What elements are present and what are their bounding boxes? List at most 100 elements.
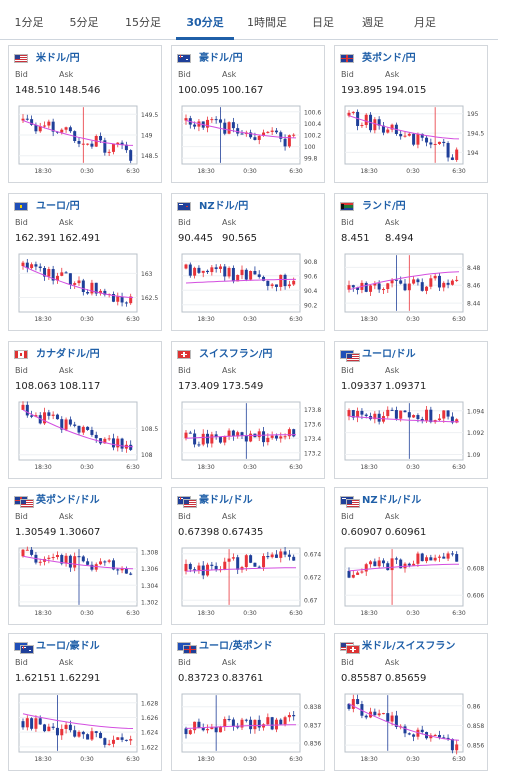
tab-6[interactable]: 日足 (312, 16, 334, 29)
rate-card[interactable]: カナダドル/円 Bid Ask 108.063 108.117 108 108.5 18:30… (8, 341, 162, 479)
pair-name[interactable]: ユーロ/円 (36, 201, 80, 212)
rate-card[interactable]: スイスフラン/円 Bid Ask 173.409 173.549 173.2 173.4 17… (171, 341, 325, 479)
rate-card[interactable]: 豪ドル/ドル Bid Ask 0.67398 0.67435 0.67 0.672 0.674… (171, 487, 325, 625)
candle-body (81, 143, 85, 145)
x-tick-label: 18:30 (360, 316, 377, 323)
x-tick-label: 6:30 (452, 464, 466, 471)
mini-chart[interactable]: 0.67 0.672 0.674 18:30 0:30 6:30 (172, 544, 326, 626)
candle-body (90, 282, 94, 294)
rate-card[interactable]: NZドル/円 Bid Ask 90.445 90.565 90.2 90.4 90.6 90.8… (171, 193, 325, 331)
rate-card[interactable]: ユーロ/英ポンド Bid Ask 0.83723 0.83761 0.836 0.837 0.… (171, 633, 325, 771)
candle-body (38, 561, 42, 563)
candlestick-chart: 0.606 0.608 18:30 0:30 6:30 (344, 547, 484, 617)
pair-name[interactable]: 豪ドル/ドル (199, 495, 253, 506)
mini-chart[interactable]: 148.5 149 149.5 18:30 0:30 6:30 (9, 102, 163, 184)
candle-body (103, 290, 107, 295)
moving-average-line (22, 265, 134, 298)
rate-card[interactable]: ユーロ/ドル Bid Ask 1.09337 1.09371 1.09 1.092 1.094… (334, 341, 488, 479)
rate-card[interactable]: 米ドル/円 Bid Ask 148.510 148.546 148.5 149 149.5 18… (8, 45, 162, 183)
candle-body (99, 438, 103, 444)
mini-chart[interactable]: 108 108.5 18:30 0:30 6:30 (9, 398, 163, 480)
candle-body (129, 573, 133, 575)
candle-body (390, 715, 394, 722)
candle-body (77, 425, 81, 433)
rate-card[interactable]: 英ポンド/ドル Bid Ask 1.30549 1.30607 1.302 1.304 1.3… (8, 487, 162, 625)
candle-body (437, 418, 441, 421)
candle-body (429, 142, 433, 145)
candle-body (73, 424, 77, 426)
rate-card[interactable]: ユーロ/豪ドル Bid Ask 1.62151 1.62291 1.622 1.624 1.6… (8, 633, 162, 771)
candle-body (283, 436, 287, 438)
candle-body (253, 719, 257, 730)
y-tick-label: 1.306 (141, 566, 158, 573)
pair-name[interactable]: 豪ドル/円 (199, 53, 243, 64)
rate-card[interactable]: NZドル/ドル Bid Ask 0.60907 0.60961 0.606 0.608 18:… (334, 487, 488, 625)
pair-name[interactable]: ユーロ/英ポンド (199, 641, 273, 652)
mini-chart[interactable]: 8.44 8.46 8.48 18:30 0:30 6:30 (335, 250, 489, 332)
candle-body (94, 434, 98, 439)
tab-7[interactable]: 週足 (362, 16, 384, 29)
rate-card[interactable]: 英ポンド/円 Bid Ask 193.895 194.015 194 194.5 195 18:… (334, 45, 488, 183)
pair-name[interactable]: ユーロ/ドル (362, 349, 416, 360)
x-tick-label: 0:30 (243, 464, 257, 471)
rate-card[interactable]: ユーロ/円 Bid Ask 162.391 162.491 162.5 163 18:30 0:… (8, 193, 162, 331)
mini-chart[interactable]: 162.5 163 18:30 0:30 6:30 (9, 250, 163, 332)
candle-body (399, 133, 403, 137)
ask-value: 0.83761 (222, 673, 264, 684)
nz-flag-part (177, 202, 191, 211)
pair-name[interactable]: 英ポンド/ドル (36, 495, 100, 506)
x-tick-label: 0:30 (243, 316, 257, 323)
mini-chart[interactable]: 0.836 0.837 0.838 18:30 0:30 6:30 (172, 690, 326, 772)
mini-chart[interactable]: 90.2 90.4 90.6 90.8 18:30 0:30 6:30 (172, 250, 326, 332)
pair-name[interactable]: 英ポンド/円 (362, 53, 416, 64)
bid-label: Bid (341, 512, 354, 521)
candle-body (356, 287, 360, 290)
y-tick-label: 1.094 (467, 408, 484, 415)
tab-4[interactable]: 30分足 (176, 0, 234, 40)
tab-1[interactable]: 1分足 (14, 16, 44, 29)
candle-body (21, 721, 25, 728)
pair-name[interactable]: ランド/円 (362, 201, 406, 212)
candle-body (257, 135, 261, 140)
candle-body (274, 554, 278, 558)
candle-body (407, 412, 411, 418)
pair-name[interactable]: 米ドル/スイスフラン (362, 641, 456, 652)
candle-body (64, 272, 68, 274)
ca-flag-part (14, 350, 28, 359)
mini-chart[interactable]: 99.8 100 100.2 100.4 100.6 18:30 0:30 6:30 (172, 102, 326, 184)
tab-8[interactable]: 月足 (414, 16, 436, 29)
candle-body (21, 549, 25, 557)
rate-card[interactable]: 豪ドル/円 Bid Ask 100.095 100.167 99.8 100 100.2 100… (171, 45, 325, 183)
y-tick-label: 1.09 (467, 452, 481, 459)
rate-card[interactable]: 米ドル/スイスフラン Bid Ask 0.85587 0.85659 0.856 0.858… (334, 633, 488, 771)
us-flag-icon (9, 46, 33, 66)
candle-body (47, 726, 51, 732)
candlestick-chart: 8.44 8.46 8.48 18:30 0:30 6:30 (344, 253, 481, 323)
rate-card[interactable]: ランド/円 Bid Ask 8.451 8.494 8.44 8.46 8.48 18:30 0:… (334, 193, 488, 331)
mini-chart[interactable]: 173.2 173.4 173.6 173.8 18:30 0:30 6:30 (172, 398, 326, 480)
candle-body (279, 274, 283, 287)
candle-body (386, 283, 390, 290)
pair-name[interactable]: スイスフラン/円 (199, 349, 273, 360)
tab-3[interactable]: 15分足 (125, 16, 161, 29)
tab-5[interactable]: 1時間足 (247, 16, 287, 29)
candle-body (437, 141, 441, 144)
pair-name[interactable]: 米ドル/円 (36, 53, 80, 64)
candle-body (249, 555, 253, 563)
candle-body (347, 410, 351, 417)
tab-2[interactable]: 5分足 (69, 16, 99, 29)
pair-name[interactable]: NZドル/ドル (362, 495, 422, 506)
candle-body (244, 269, 248, 280)
mini-chart[interactable]: 1.622 1.624 1.626 1.628 18:30 0:30 6:30 (9, 690, 163, 772)
mini-chart[interactable]: 1.302 1.304 1.306 1.308 18:30 0:30 6:30 (9, 544, 163, 626)
mini-chart[interactable]: 0.606 0.608 18:30 0:30 6:30 (335, 544, 489, 626)
mini-chart[interactable]: 1.09 1.092 1.094 18:30 0:30 6:30 (335, 398, 489, 480)
pair-name[interactable]: NZドル/円 (199, 201, 249, 212)
pair-name[interactable]: カナダドル/円 (36, 349, 100, 360)
candle-body (197, 565, 201, 571)
pair-name[interactable]: ユーロ/豪ドル (36, 641, 100, 652)
mini-chart[interactable]: 0.856 0.858 0.86 18:30 0:30 6:30 (335, 690, 489, 772)
candle-body (360, 410, 364, 415)
mini-chart[interactable]: 194 194.5 195 18:30 0:30 6:30 (335, 102, 489, 184)
au-us-flag-icon (172, 488, 197, 508)
